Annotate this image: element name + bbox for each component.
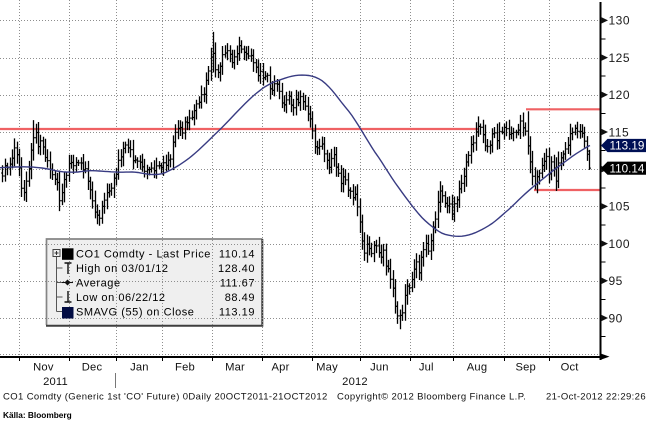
svg-text:2011: 2011 xyxy=(43,376,68,388)
svg-text:Källa: Bloomberg: Källa: Bloomberg xyxy=(3,410,72,420)
svg-text:88.49: 88.49 xyxy=(225,292,255,304)
svg-text:May: May xyxy=(316,361,338,373)
svg-text:128.40: 128.40 xyxy=(218,263,255,275)
svg-text:120: 120 xyxy=(609,88,631,102)
svg-text:High on 03/01/12: High on 03/01/12 xyxy=(76,263,169,275)
svg-text:115: 115 xyxy=(609,125,630,139)
svg-text:21-Oct-2012 22:29:26: 21-Oct-2012 22:29:26 xyxy=(546,391,646,402)
svg-text:105: 105 xyxy=(609,200,631,214)
svg-text:Mar: Mar xyxy=(225,361,245,373)
svg-text:Aug: Aug xyxy=(467,361,488,373)
svg-text:Jul: Jul xyxy=(419,361,434,373)
svg-text:90: 90 xyxy=(609,311,623,325)
svg-text:Oct: Oct xyxy=(561,361,580,373)
svg-text:Nov: Nov xyxy=(33,361,54,373)
svg-text:Dec: Dec xyxy=(82,361,103,373)
svg-text:Apr: Apr xyxy=(271,361,289,373)
svg-text:SMAVG (55) on Close: SMAVG (55) on Close xyxy=(76,307,194,319)
svg-text:CO1 Comdty - Last Price: CO1 Comdty - Last Price xyxy=(76,249,211,261)
svg-text:Jan: Jan xyxy=(130,361,149,373)
svg-text:111.67: 111.67 xyxy=(220,278,255,290)
svg-text:Copyright© 2012 Bloomberg Fina: Copyright© 2012 Bloomberg Finance L.P. xyxy=(337,391,526,402)
svg-text:125: 125 xyxy=(609,51,631,65)
svg-text:Sep: Sep xyxy=(515,361,536,373)
svg-text:Jun: Jun xyxy=(370,361,389,373)
svg-text:Average: Average xyxy=(76,278,121,290)
svg-text:CO1 Comdty (Generic 1st 'CO' F: CO1 Comdty (Generic 1st 'CO' Future) 0Da… xyxy=(3,391,328,402)
svg-text:110.14: 110.14 xyxy=(219,249,255,261)
svg-text:113.19: 113.19 xyxy=(219,307,255,319)
svg-text:130: 130 xyxy=(609,14,631,28)
svg-text:100: 100 xyxy=(609,237,631,251)
svg-text:Feb: Feb xyxy=(175,361,195,373)
svg-text:95: 95 xyxy=(609,274,623,288)
svg-text:Low on 06/22/12: Low on 06/22/12 xyxy=(76,292,166,304)
svg-text:2012: 2012 xyxy=(342,376,368,388)
svg-text:113.19: 113.19 xyxy=(610,140,645,153)
svg-text:110.14: 110.14 xyxy=(610,162,645,175)
